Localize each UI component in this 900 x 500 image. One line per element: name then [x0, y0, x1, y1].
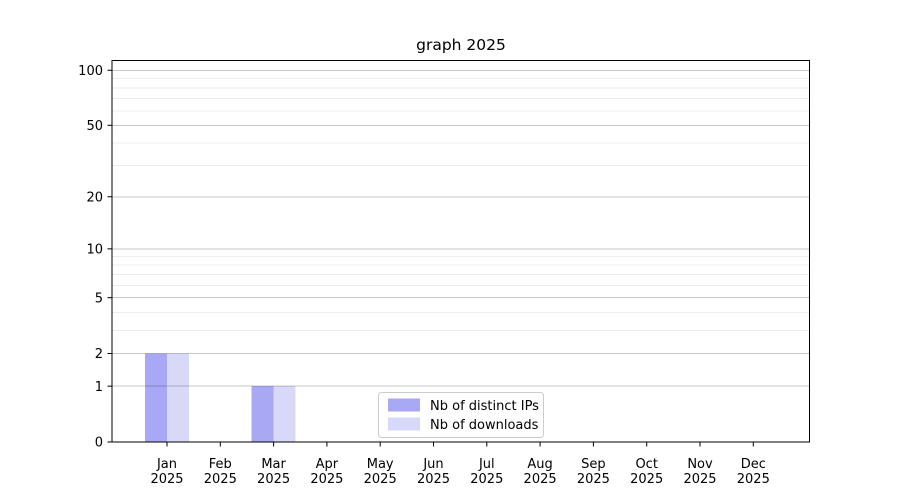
y-tick-label: 5: [95, 291, 103, 306]
legend-swatch: [388, 417, 420, 431]
x-tick-label-year: 2025: [683, 472, 716, 487]
x-tick-label-year: 2025: [524, 472, 557, 487]
bar-series2-mar: [273, 386, 296, 442]
x-tick-label-year: 2025: [417, 472, 450, 487]
x-tick-label-month: Mar: [261, 457, 286, 472]
x-tick-label-month: Aug: [527, 457, 552, 472]
x-tick-label-year: 2025: [630, 472, 663, 487]
x-tick-label-year: 2025: [257, 472, 290, 487]
y-tick-label: 10: [86, 242, 103, 257]
x-tick-label-month: Jun: [422, 457, 443, 472]
x-tick-label-year: 2025: [364, 472, 397, 487]
y-tick-label: 1: [95, 380, 103, 395]
x-tick-label-year: 2025: [577, 472, 610, 487]
x-tick-label-month: Jul: [478, 457, 495, 472]
legend-label: Nb of downloads: [430, 418, 539, 433]
x-tick-label-month: May: [367, 457, 394, 472]
x-tick-label-month: Feb: [209, 457, 232, 472]
bar-series1-mar: [251, 386, 274, 442]
x-tick-label-year: 2025: [470, 472, 503, 487]
x-tick-label-year: 2025: [737, 472, 770, 487]
plot-border: [111, 60, 810, 443]
legend-label: Nb of distinct IPs: [430, 399, 539, 414]
bar-series1-jan: [145, 353, 167, 442]
y-tick-label: 50: [86, 119, 103, 134]
legend-swatch: [388, 398, 420, 412]
y-tick-label: 20: [86, 190, 103, 205]
x-tick-label-year: 2025: [150, 472, 183, 487]
x-tick-label-year: 2025: [204, 472, 237, 487]
x-tick-label-year: 2025: [310, 472, 343, 487]
x-tick-label-month: Apr: [316, 457, 339, 472]
x-tick-label-month: Oct: [635, 457, 657, 472]
bar-series2-jan: [167, 353, 189, 442]
chart-title: graph 2025: [416, 36, 506, 54]
x-tick-label-month: Jan: [156, 457, 177, 472]
x-tick-label-month: Dec: [741, 457, 766, 472]
y-tick-label: 100: [78, 64, 103, 79]
y-tick-label: 0: [95, 436, 103, 451]
x-tick-label-month: Sep: [581, 457, 606, 472]
x-tick-label-month: Nov: [687, 457, 713, 472]
y-tick-label: 2: [95, 347, 103, 362]
